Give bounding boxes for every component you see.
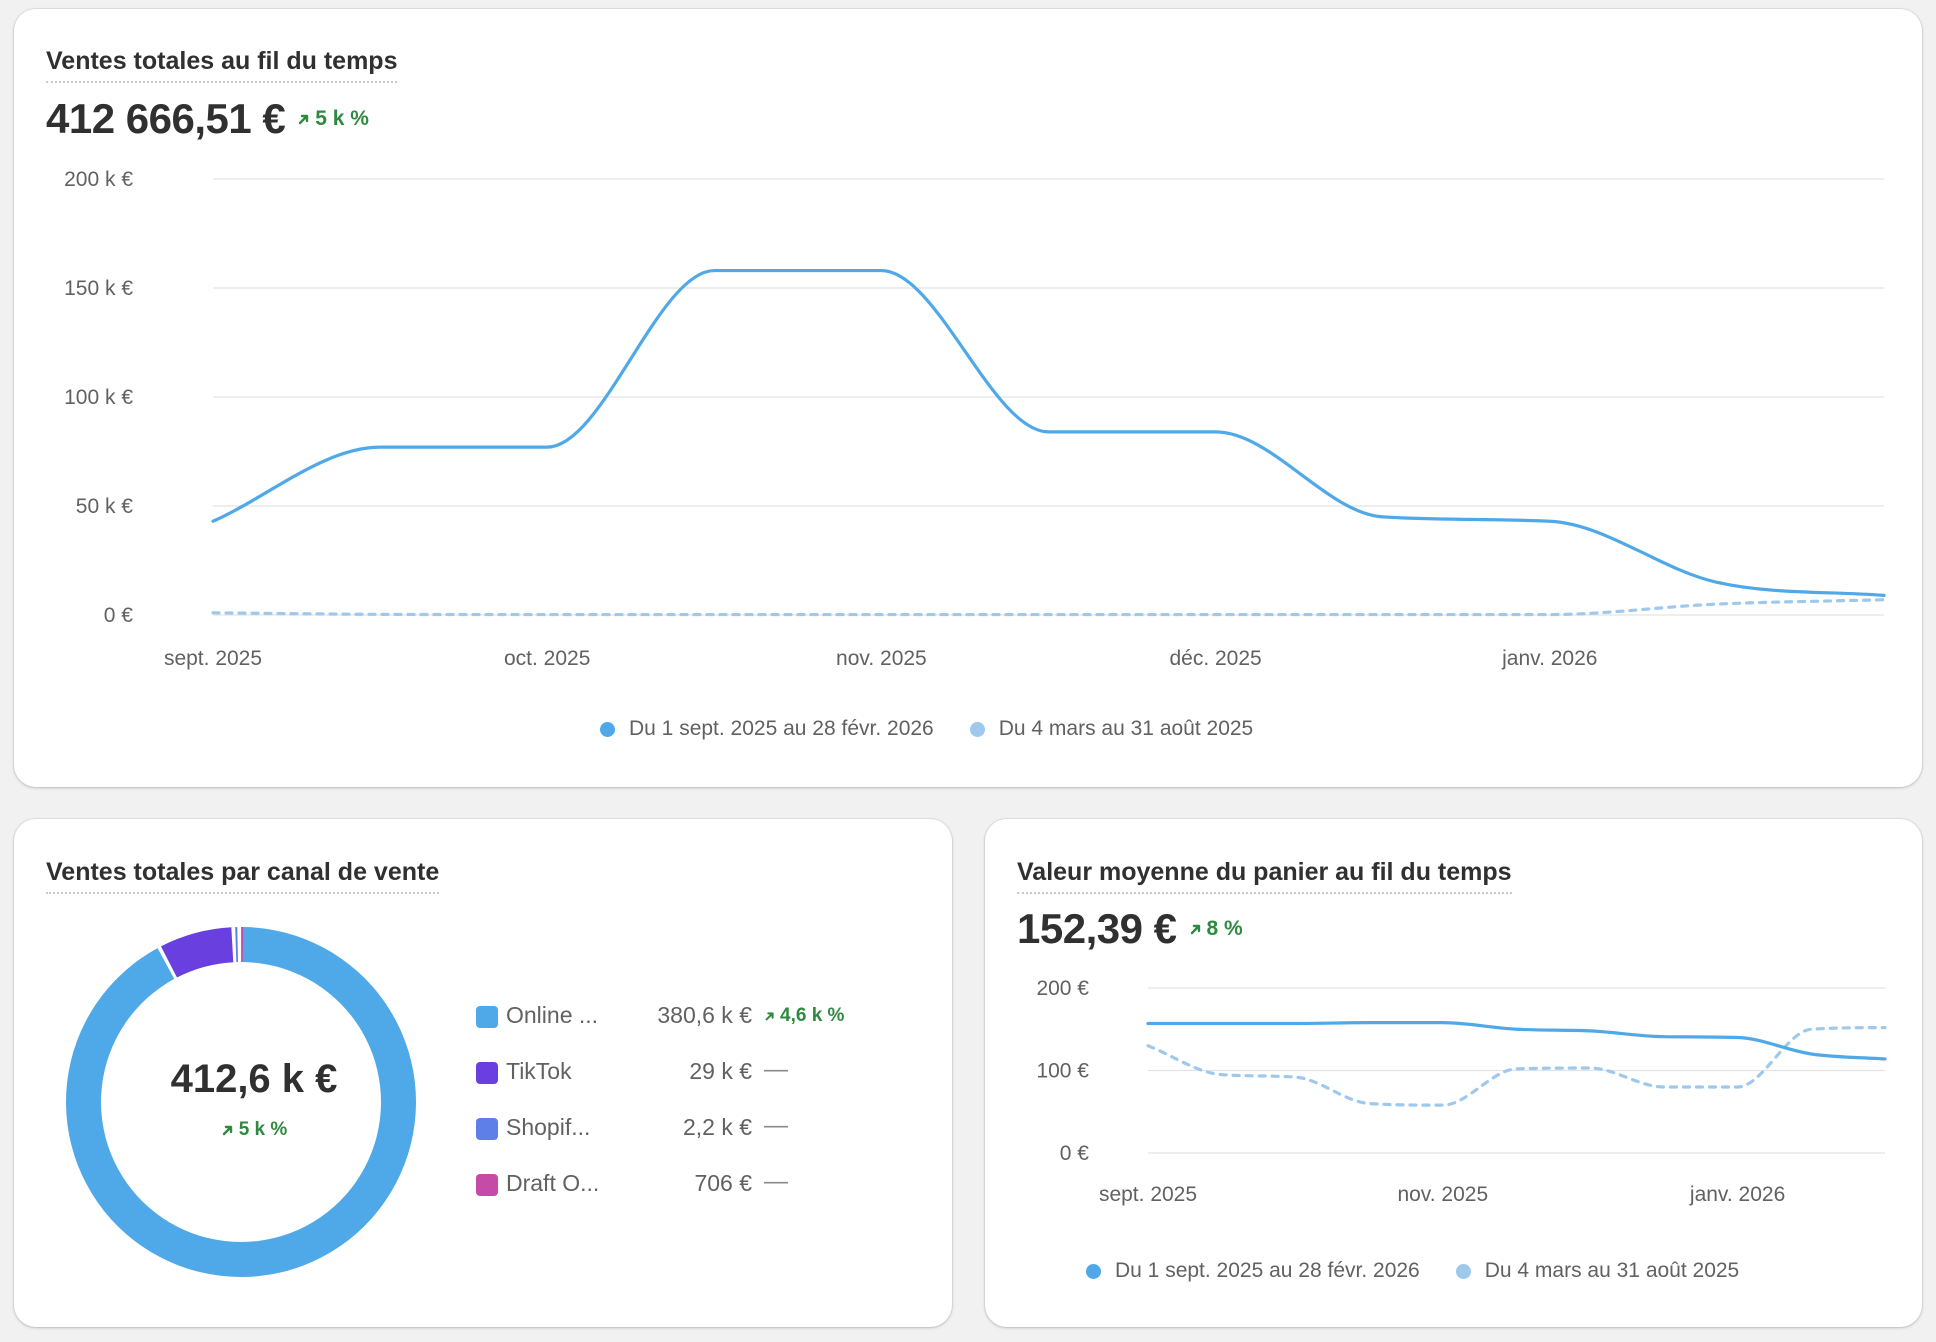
sales-series-solid[interactable] — [211, 268, 1886, 597]
channel-change-none: — — [764, 1168, 788, 1195]
arrow-up-right-icon — [299, 114, 309, 125]
channel-swatch — [476, 1118, 498, 1140]
arrow-up-right-icon — [222, 1125, 232, 1136]
donut-trend-value: 5 k % — [238, 1119, 288, 1140]
channel-change-value: 4,6 k % — [780, 1005, 845, 1026]
channel-donut-chart[interactable] — [14, 819, 952, 1327]
channel-name: Online ... — [506, 1002, 599, 1028]
total-sales-trend: 5 k % — [297, 107, 369, 131]
sales-y-tick-label: 0 € — [104, 604, 134, 627]
donut-trend-badge: 5 k % — [221, 1119, 288, 1141]
sales-y-tick-label: 100 k € — [64, 386, 133, 409]
sales-x-tick-label: sept. 2025 — [164, 647, 262, 670]
channel-name: TikTok — [506, 1058, 572, 1084]
donut-slice-0[interactable] — [66, 927, 417, 1277]
basket-y-tick-label: 0 € — [1060, 1142, 1090, 1165]
channel-sales-card: Ventes totales par canal de vente 412,6 … — [14, 819, 952, 1327]
legend-previous-dot — [1455, 1263, 1471, 1279]
legend-current-dot — [1086, 1263, 1101, 1279]
avg-basket-value: 152,39 € 8 % — [1017, 905, 1243, 953]
channel-row[interactable]: Draft O... 706 € — — [476, 1168, 916, 1226]
channel-name: Draft O... — [506, 1170, 600, 1196]
legend-current-period[interactable]: Du 1 sept. 2025 au 28 févr. 2026 — [600, 717, 934, 741]
legend-current-dot — [600, 721, 615, 737]
basket-y-tick-label: 200 € — [1036, 977, 1089, 1000]
channel-value: 706 € — [694, 1170, 752, 1196]
donut-slice-3[interactable] — [241, 927, 244, 963]
total-sales-card: Ventes totales au fil du temps 412 666,5… — [14, 9, 1922, 787]
channel-value: 29 k € — [689, 1058, 752, 1084]
channel-change-none: — — [764, 1056, 788, 1083]
sales-series-dashed[interactable] — [211, 598, 1886, 617]
legend-previous-dot — [969, 721, 985, 737]
basket-series-dashed[interactable] — [1146, 1026, 1887, 1107]
total-sales-trend-value: 5 k % — [315, 107, 369, 130]
donut-trend: 5 k % — [64, 1119, 444, 1141]
total-sales-value: 412 666,51 € 5 k % — [46, 95, 369, 143]
channel-row[interactable]: Shopif... 2,2 k € — — [476, 1112, 916, 1170]
arrow-up-right-icon — [1190, 924, 1200, 935]
donut-slice-2[interactable] — [235, 927, 239, 963]
legend-previous-period[interactable]: Du 4 mars au 31 août 2025 — [1455, 1259, 1740, 1283]
basket-x-tick-label: janv. 2026 — [1689, 1183, 1785, 1206]
avg-basket-trend: 8 % — [1189, 917, 1243, 941]
total-sales-legend: Du 1 sept. 2025 au 28 févr. 2026 Du 4 ma… — [600, 717, 1253, 741]
arrow-up-right-icon — [765, 1012, 774, 1021]
avg-basket-amount: 152,39 € — [1017, 905, 1177, 952]
basket-y-tick-label: 100 € — [1036, 1060, 1089, 1083]
sales-x-tick-label: oct. 2025 — [504, 647, 590, 670]
basket-x-tick-label: nov. 2025 — [1397, 1183, 1488, 1206]
avg-basket-card: Valeur moyenne du panier au fil du temps… — [985, 819, 1922, 1327]
basket-series-solid[interactable] — [1146, 1021, 1887, 1061]
total-sales-line-chart[interactable]: 0 € 50 k € 100 k € 150 k € 200 k € sept. 2025… — [14, 9, 1922, 787]
sales-y-tick-label: 200 k € — [64, 168, 133, 191]
channel-name: Shopif... — [506, 1114, 591, 1140]
channel-list: Online ... 380,6 k €4,6 k % TikTok 29 k € — S… — [476, 1002, 916, 1226]
channel-row[interactable]: Online ... 380,6 k € 4,6 k % — [476, 1002, 916, 1058]
sales-x-tick-label: déc. 2025 — [1169, 647, 1261, 670]
channel-change-up: 4,6 k % — [764, 1005, 844, 1027]
channel-sales-title[interactable]: Ventes totales par canal de vente — [46, 858, 440, 894]
avg-basket-legend: Du 1 sept. 2025 au 28 févr. 2026 Du 4 ma… — [1086, 1259, 1739, 1283]
legend-previous-label: Du 4 mars au 31 août 2025 — [1484, 1259, 1740, 1282]
channel-swatch — [476, 1006, 498, 1028]
legend-previous-label: Du 4 mars au 31 août 2025 — [998, 717, 1254, 740]
sales-y-tick-label: 50 k € — [76, 495, 134, 518]
legend-current-period[interactable]: Du 1 sept. 2025 au 28 févr. 2026 — [1086, 1259, 1420, 1283]
avg-basket-line-chart[interactable]: 0 € 100 € 200 € sept. 2025 nov. 2025 janv. 20… — [985, 819, 1922, 1327]
basket-x-tick-label: sept. 2025 — [1099, 1183, 1197, 1206]
sales-x-tick-label: janv. 2026 — [1501, 647, 1597, 670]
channel-value: 2,2 k € — [682, 1114, 752, 1140]
channel-row[interactable]: TikTok 29 k € — — [476, 1056, 916, 1114]
donut-slice-1[interactable] — [160, 927, 234, 978]
legend-current-label: Du 1 sept. 2025 au 28 févr. 2026 — [1115, 1259, 1420, 1282]
sales-x-tick-label: nov. 2025 — [836, 647, 927, 670]
channel-change-none: — — [764, 1112, 788, 1139]
avg-basket-title[interactable]: Valeur moyenne du panier au fil du temps — [1017, 858, 1512, 894]
legend-current-label: Du 1 sept. 2025 au 28 févr. 2026 — [629, 717, 934, 740]
total-sales-amount: 412 666,51 € — [46, 95, 286, 142]
donut-total: 412,6 k € — [170, 1057, 338, 1101]
channel-value: 380,6 k € — [657, 1002, 752, 1028]
legend-previous-period[interactable]: Du 4 mars au 31 août 2025 — [969, 717, 1254, 741]
sales-y-tick-label: 150 k € — [64, 277, 133, 300]
channel-swatch — [476, 1174, 498, 1196]
total-sales-title[interactable]: Ventes totales au fil du temps — [46, 47, 398, 83]
channel-swatch — [476, 1062, 498, 1084]
avg-basket-trend-value: 8 % — [1206, 917, 1243, 940]
